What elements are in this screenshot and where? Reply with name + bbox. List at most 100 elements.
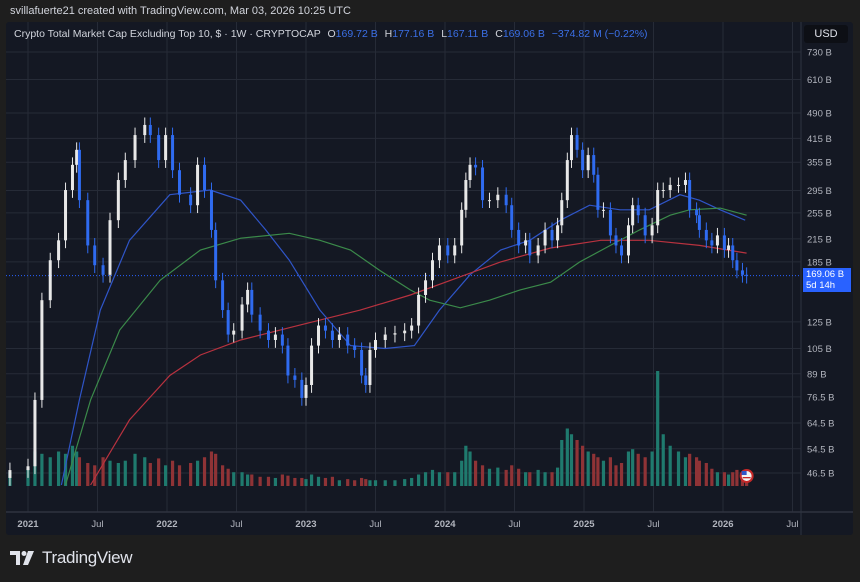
last-price-label: 169.06 B 5d 14h bbox=[803, 268, 851, 292]
candle bbox=[123, 160, 127, 181]
change-value: −374.82 M (−0.22%) bbox=[551, 28, 648, 40]
candle bbox=[323, 325, 327, 331]
volume-bar bbox=[75, 451, 79, 486]
currency-button[interactable]: USD bbox=[804, 25, 848, 43]
volume-bar bbox=[373, 480, 378, 486]
volume-bar bbox=[704, 463, 708, 486]
candle bbox=[656, 190, 660, 226]
volume-bar bbox=[309, 474, 314, 486]
candle bbox=[453, 245, 457, 256]
candle bbox=[643, 215, 647, 236]
candle bbox=[26, 466, 30, 471]
symbol-title[interactable]: Crypto Total Market Cap Excluding Top 10… bbox=[14, 28, 321, 40]
candle bbox=[157, 135, 161, 161]
x-tick-label: Jul bbox=[647, 519, 659, 530]
candle bbox=[8, 470, 12, 478]
volume-bar bbox=[643, 457, 647, 486]
volume-bar bbox=[528, 472, 532, 486]
volume-bar bbox=[337, 480, 341, 486]
volume-bar bbox=[416, 474, 421, 486]
volume-bar bbox=[496, 467, 500, 486]
us-flag-event-icon bbox=[739, 469, 754, 483]
x-tick-label: Jul bbox=[369, 519, 381, 530]
candle bbox=[70, 164, 74, 191]
candle bbox=[715, 235, 719, 246]
y-tick-label: 64.5 B bbox=[807, 418, 834, 429]
moving-average-line bbox=[60, 189, 746, 486]
candle bbox=[556, 225, 560, 241]
candle bbox=[75, 149, 79, 165]
candle bbox=[575, 135, 579, 150]
candle bbox=[740, 270, 744, 275]
y-tick-label: 490 B bbox=[807, 108, 832, 119]
volume-bar bbox=[221, 465, 225, 486]
candle bbox=[569, 135, 573, 161]
candle bbox=[550, 229, 554, 241]
x-tick-label: 2024 bbox=[434, 519, 456, 530]
candle bbox=[171, 135, 175, 171]
volume-bar bbox=[86, 463, 90, 486]
volume-bar bbox=[232, 472, 236, 486]
last-price-value: 169.06 B bbox=[806, 269, 845, 280]
candle bbox=[226, 310, 230, 335]
candle bbox=[592, 155, 596, 175]
volume-bar bbox=[446, 472, 450, 486]
candle bbox=[164, 135, 168, 161]
volume-bar bbox=[330, 476, 335, 486]
volume-bar bbox=[56, 451, 61, 486]
tradingview-logo[interactable]: TradingView bbox=[10, 548, 133, 568]
volume-bar bbox=[246, 474, 250, 486]
candle bbox=[116, 180, 120, 221]
candle bbox=[33, 399, 37, 467]
volume-bar bbox=[656, 371, 660, 486]
candle bbox=[360, 349, 364, 376]
candle bbox=[304, 384, 308, 398]
candle bbox=[510, 205, 514, 230]
candle bbox=[650, 225, 654, 236]
y-tick-label: 215 B bbox=[807, 234, 832, 245]
x-tick-label: Jul bbox=[91, 519, 103, 530]
candle bbox=[586, 155, 590, 171]
volume-bar bbox=[517, 468, 521, 486]
candle bbox=[368, 349, 372, 385]
volume-bar bbox=[683, 457, 688, 486]
candle bbox=[474, 164, 478, 168]
volume-bar bbox=[460, 460, 464, 486]
volume-bar bbox=[710, 468, 714, 486]
y-tick-label: 76.5 B bbox=[807, 392, 834, 403]
volume-bar bbox=[560, 440, 564, 486]
candle bbox=[317, 325, 321, 346]
candle bbox=[346, 334, 350, 346]
price-chart[interactable]: 730 B 610 B 490 B 415 B 355 B 295 B 255 B 215 B… bbox=[6, 22, 853, 535]
volume-bar bbox=[393, 480, 397, 486]
volume-bar bbox=[195, 460, 200, 486]
volume-bars bbox=[8, 371, 749, 486]
candle bbox=[353, 345, 357, 350]
candle bbox=[330, 330, 334, 340]
x-tick-label: 2026 bbox=[712, 519, 733, 530]
volume-bar bbox=[697, 460, 701, 486]
moving-averages bbox=[60, 189, 747, 486]
volume-bar bbox=[108, 460, 112, 486]
volume-bar bbox=[353, 480, 357, 486]
volume-bar bbox=[164, 465, 168, 486]
candle bbox=[727, 245, 731, 250]
volume-bar bbox=[596, 457, 600, 486]
volume-bar bbox=[524, 472, 528, 486]
close-label: C bbox=[495, 28, 503, 40]
volume-bar bbox=[437, 472, 442, 486]
chart-panel[interactable]: 730 B 610 B 490 B 415 B 355 B 295 B 255 B 215 B… bbox=[6, 22, 853, 535]
candle bbox=[250, 289, 254, 315]
candle bbox=[48, 260, 52, 301]
volume-bar bbox=[668, 445, 672, 486]
symbol-legend: Crypto Total Market Cap Excluding Top 10… bbox=[14, 28, 648, 40]
volume-bar bbox=[240, 472, 244, 486]
candle bbox=[266, 330, 270, 340]
candle bbox=[464, 180, 468, 210]
volume-bar bbox=[468, 451, 472, 486]
candle bbox=[517, 229, 521, 246]
volume-bar bbox=[581, 445, 585, 486]
volume-bar bbox=[226, 468, 230, 486]
volume-bar bbox=[170, 460, 175, 486]
candle bbox=[203, 164, 207, 191]
